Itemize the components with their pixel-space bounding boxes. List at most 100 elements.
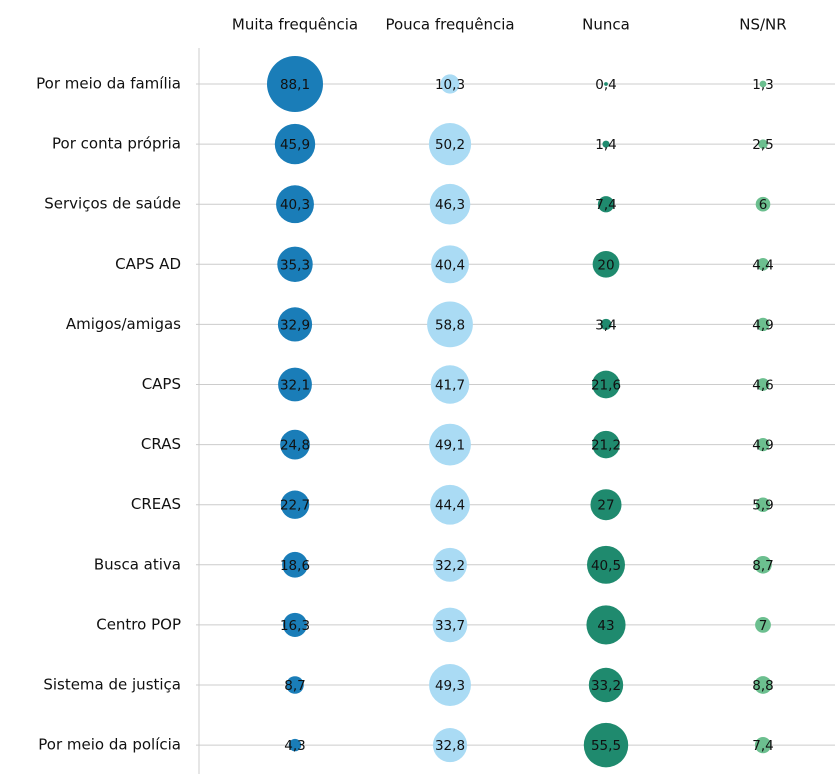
row-label: Busca ativa (94, 555, 181, 573)
value-label: 45,9 (280, 137, 310, 153)
column-header: Muita frequência (232, 16, 358, 34)
bubble (267, 56, 323, 112)
value-label: 88,1 (280, 77, 310, 93)
value-label: 58,8 (435, 317, 465, 333)
bubble (597, 196, 615, 213)
bubble (427, 301, 473, 348)
value-label: 4,4 (752, 257, 773, 273)
value-label: 55,5 (591, 738, 621, 754)
bubble (600, 318, 612, 330)
column-header: Pouca frequência (385, 16, 514, 34)
value-label: 49,1 (435, 438, 465, 454)
bubble (592, 370, 620, 399)
bubble (282, 551, 308, 578)
value-label: 5,9 (752, 498, 773, 514)
value-label: 41,7 (435, 378, 465, 394)
value-label: 7,4 (595, 197, 616, 213)
value-label: 35,3 (280, 257, 310, 273)
row-label: Centro POP (96, 615, 181, 633)
value-label: 2,5 (752, 137, 773, 153)
bubble (431, 245, 469, 284)
bubble (278, 367, 312, 402)
value-label: 8,7 (752, 558, 773, 574)
bubble (288, 738, 302, 752)
bubble (282, 612, 308, 637)
value-label: 4,9 (752, 317, 773, 333)
bubble (592, 430, 620, 459)
row-label: CAPS AD (115, 255, 181, 273)
bubble (587, 545, 625, 584)
value-label: 4,9 (752, 438, 773, 454)
value-label: 1,4 (595, 137, 616, 153)
value-label: 46,3 (435, 197, 465, 213)
bubble (756, 317, 770, 332)
value-label: 24,8 (280, 438, 310, 454)
value-label: 20 (597, 257, 614, 273)
bubble (756, 437, 770, 452)
value-label: 32,1 (280, 378, 310, 394)
bubble (604, 82, 608, 86)
bubble (755, 497, 771, 512)
bubble (440, 74, 460, 94)
value-label: 40,4 (435, 257, 465, 273)
row-label: CREAS (131, 495, 181, 513)
value-label: 22,7 (280, 498, 310, 514)
value-label: 21,2 (591, 438, 621, 454)
value-label: 21,6 (591, 378, 621, 394)
value-label: 3,4 (595, 317, 616, 333)
bubble (433, 547, 467, 582)
value-label: 40,5 (591, 558, 621, 574)
bubble (583, 722, 629, 768)
column-header: Nunca (582, 16, 630, 34)
bubble (759, 80, 767, 88)
row-label: Por meio da família (36, 75, 181, 93)
bubble (280, 490, 310, 519)
value-label: 32,9 (280, 317, 310, 333)
value-label: 4,6 (752, 378, 773, 394)
bubble (586, 605, 626, 645)
column-header: NS/NR (739, 16, 786, 34)
value-label: 6 (759, 197, 768, 213)
row-label: CAPS (142, 375, 181, 393)
value-label: 27 (597, 498, 614, 514)
row-label: Serviços de saúde (44, 195, 181, 213)
bubble (429, 183, 471, 225)
value-label: 16,3 (280, 618, 310, 634)
bubble (756, 378, 770, 391)
value-label: 32,8 (435, 738, 465, 754)
bubble (286, 676, 304, 694)
bubble (274, 123, 316, 165)
bubble (429, 423, 471, 466)
bubble (428, 122, 472, 166)
value-label: 49,3 (435, 678, 465, 694)
value-label: 0,4 (595, 77, 616, 93)
bubble (592, 250, 620, 278)
value-label: 32,2 (435, 558, 465, 574)
value-label: 44,4 (435, 498, 465, 514)
value-label: 1,3 (752, 77, 773, 93)
bubble (758, 139, 768, 149)
value-label: 7,4 (752, 738, 773, 754)
value-label: 43 (597, 618, 614, 634)
bubble (430, 365, 470, 404)
bubble (754, 736, 772, 754)
bubble (432, 728, 468, 763)
bubble (602, 140, 610, 148)
bubble (277, 246, 313, 283)
value-label: 50,2 (435, 137, 465, 153)
value-label: 8,7 (284, 678, 305, 694)
bubble (430, 484, 470, 525)
bubble (276, 185, 314, 224)
bubble (280, 429, 310, 460)
row-label: CRAS (141, 435, 181, 453)
row-label: Por meio da polícia (38, 736, 181, 754)
value-label: 40,3 (280, 197, 310, 213)
row-label: Por conta própria (52, 135, 181, 153)
bubble (588, 667, 624, 703)
bubble (755, 196, 771, 212)
bubble (754, 676, 772, 694)
value-label: 10,3 (435, 77, 465, 93)
bubble (755, 617, 771, 633)
bubble (432, 607, 468, 643)
